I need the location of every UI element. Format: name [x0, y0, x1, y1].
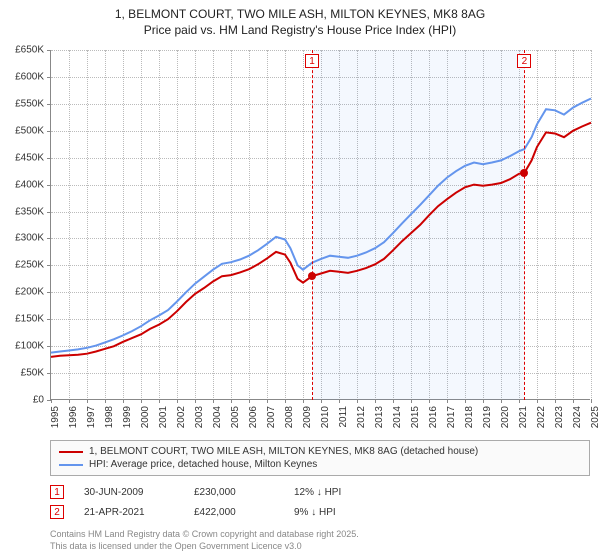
x-tick-label: 2025 [590, 406, 600, 428]
sale-delta-2: 9% ↓ HPI [294, 507, 394, 518]
x-tick-label: 2022 [536, 406, 547, 428]
series-svg [51, 50, 591, 400]
y-tick-label: £0 [33, 395, 44, 406]
y-tick-label: £550K [15, 98, 44, 109]
y-tick-label: £150K [15, 314, 44, 325]
x-tick-label: 2024 [572, 406, 583, 428]
x-tick-label: 2009 [302, 406, 313, 428]
y-tick-label: £50K [21, 368, 44, 379]
x-tick-label: 2013 [374, 406, 385, 428]
chart-container: 1, BELMONT COURT, TWO MILE ASH, MILTON K… [0, 0, 600, 560]
x-tick-label: 2021 [518, 406, 529, 428]
x-tick-label: 1999 [122, 406, 133, 428]
y-tick-label: £600K [15, 71, 44, 82]
x-tick-label: 1996 [68, 406, 79, 428]
y-tick-label: £650K [15, 45, 44, 56]
y-tick-label: £400K [15, 179, 44, 190]
line-price-paid [51, 123, 591, 357]
x-tick-label: 2008 [284, 406, 295, 428]
x-tick-label: 1997 [86, 406, 97, 428]
sale-price-2: £422,000 [194, 507, 274, 518]
legend-label-hpi: HPI: Average price, detached house, Milt… [89, 459, 317, 470]
y-tick-label: £450K [15, 152, 44, 163]
sale-date-2: 21-APR-2021 [84, 507, 174, 518]
legend-label-price: 1, BELMONT COURT, TWO MILE ASH, MILTON K… [89, 446, 478, 457]
sale-row-2: 2 21-APR-2021 £422,000 9% ↓ HPI [50, 502, 590, 522]
x-tick-label: 2001 [158, 406, 169, 428]
sale-marker-box: 1 [305, 54, 319, 68]
line-hpi [51, 99, 591, 353]
x-axis-labels: 1995 1996 1997 1998 1999 2000 2001 2002 2003 2004… [50, 402, 590, 442]
sale-date-1: 30-JUN-2009 [84, 487, 174, 498]
sale-marker-box-2: 2 [50, 505, 64, 519]
sale-marker-box-1: 1 [50, 485, 64, 499]
footer: Contains HM Land Registry data © Crown c… [50, 528, 590, 552]
x-tick-label: 1998 [104, 406, 115, 428]
sale-marker-dot [520, 169, 528, 177]
x-tick-label: 2007 [266, 406, 277, 428]
x-tick-label: 2016 [428, 406, 439, 428]
y-tick-label: £100K [15, 341, 44, 352]
y-tick-label: £300K [15, 233, 44, 244]
sale-marker-line [312, 50, 313, 400]
y-tick-label: £350K [15, 206, 44, 217]
footer-line-1: Contains HM Land Registry data © Crown c… [50, 528, 590, 540]
legend-swatch-hpi [59, 464, 83, 466]
x-tick-label: 2010 [320, 406, 331, 428]
chart-area: 12 [50, 50, 590, 400]
x-tick-label: 2017 [446, 406, 457, 428]
sale-delta-1: 12% ↓ HPI [294, 487, 394, 498]
footer-line-2: This data is licensed under the Open Gov… [50, 540, 590, 552]
y-tick-label: £500K [15, 125, 44, 136]
plot-area: 12 [50, 50, 590, 400]
title-line-2: Price paid vs. HM Land Registry's House … [10, 22, 590, 38]
x-tick-label: 2011 [338, 406, 349, 428]
y-tick-label: £200K [15, 287, 44, 298]
x-tick-label: 2018 [464, 406, 475, 428]
sales-table: 1 30-JUN-2009 £230,000 12% ↓ HPI 2 21-AP… [50, 482, 590, 522]
sale-price-1: £230,000 [194, 487, 274, 498]
legend: 1, BELMONT COURT, TWO MILE ASH, MILTON K… [50, 440, 590, 476]
y-axis-labels: £0£50K£100K£150K£200K£250K£300K£350K£400… [0, 50, 48, 400]
legend-row-hpi: HPI: Average price, detached house, Milt… [59, 458, 581, 471]
y-tick-label: £250K [15, 260, 44, 271]
x-tick-label: 1995 [50, 406, 61, 428]
sale-marker-line [524, 50, 525, 400]
sale-row-1: 1 30-JUN-2009 £230,000 12% ↓ HPI [50, 482, 590, 502]
legend-row-price: 1, BELMONT COURT, TWO MILE ASH, MILTON K… [59, 445, 581, 458]
title-line-1: 1, BELMONT COURT, TWO MILE ASH, MILTON K… [10, 6, 590, 22]
x-tick-label: 2014 [392, 406, 403, 428]
x-tick-label: 2002 [176, 406, 187, 428]
x-tick-label: 2003 [194, 406, 205, 428]
x-tick-label: 2006 [248, 406, 259, 428]
title-block: 1, BELMONT COURT, TWO MILE ASH, MILTON K… [0, 0, 600, 40]
x-tick-label: 2023 [554, 406, 565, 428]
x-tick-label: 2019 [482, 406, 493, 428]
x-tick-label: 2005 [230, 406, 241, 428]
sale-marker-dot [308, 272, 316, 280]
x-tick-label: 2020 [500, 406, 511, 428]
x-tick-label: 2012 [356, 406, 367, 428]
x-tick-label: 2004 [212, 406, 223, 428]
x-tick-label: 2000 [140, 406, 151, 428]
x-tick-label: 2015 [410, 406, 421, 428]
legend-swatch-price [59, 451, 83, 453]
sale-marker-box: 2 [517, 54, 531, 68]
